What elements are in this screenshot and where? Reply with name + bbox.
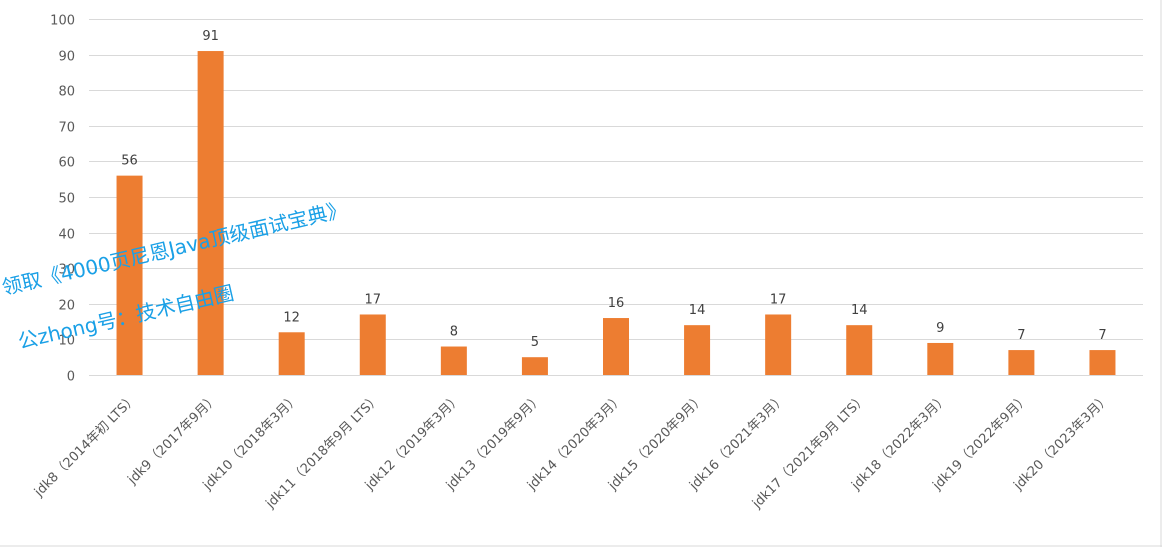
data-label-2: 91 — [202, 29, 219, 44]
data-label-11: 9 — [936, 321, 944, 336]
y-tick-label-30: 30 — [58, 263, 75, 278]
bar-9 — [765, 314, 792, 375]
y-tick-label-0: 0 — [67, 370, 75, 385]
y-tick-label-50: 50 — [58, 192, 75, 207]
data-label-4: 17 — [364, 292, 381, 307]
data-label-13: 7 — [1098, 328, 1106, 343]
bar-3 — [278, 332, 305, 375]
bar-11 — [927, 342, 954, 375]
data-label-3: 12 — [283, 310, 300, 325]
y-tick-label-20: 20 — [58, 299, 75, 314]
bar-12 — [1008, 350, 1035, 375]
bar-7 — [603, 318, 629, 375]
y-tick-label-60: 60 — [58, 156, 75, 171]
data-label-6: 5 — [531, 335, 539, 350]
data-label-1: 56 — [121, 154, 138, 169]
bar-6 — [521, 357, 548, 375]
y-tick-label-40: 40 — [58, 228, 75, 243]
data-label-8: 14 — [689, 303, 706, 318]
y-tick-label-100: 100 — [50, 14, 75, 29]
data-label-9: 17 — [770, 292, 787, 307]
data-label-10: 14 — [851, 303, 868, 318]
bar-1 — [116, 175, 143, 375]
bar-2 — [197, 51, 224, 375]
data-label-7: 16 — [608, 296, 625, 311]
y-tick-label-70: 70 — [58, 121, 75, 136]
y-tick-label-80: 80 — [58, 85, 75, 100]
bar-8 — [684, 325, 711, 375]
x-tick-label-1: jdk8（2014年初 LTS） — [31, 391, 140, 500]
bar-5 — [440, 346, 467, 375]
bar-4 — [359, 314, 386, 375]
y-tick-label-10: 10 — [58, 334, 75, 349]
data-label-5: 8 — [450, 325, 458, 340]
bar-10 — [846, 325, 873, 375]
x-tick-label-2: jdk9（2017年9月） — [125, 391, 222, 488]
data-label-12: 7 — [1017, 328, 1025, 343]
bar-13 — [1089, 350, 1116, 375]
y-tick-label-90: 90 — [58, 50, 75, 65]
